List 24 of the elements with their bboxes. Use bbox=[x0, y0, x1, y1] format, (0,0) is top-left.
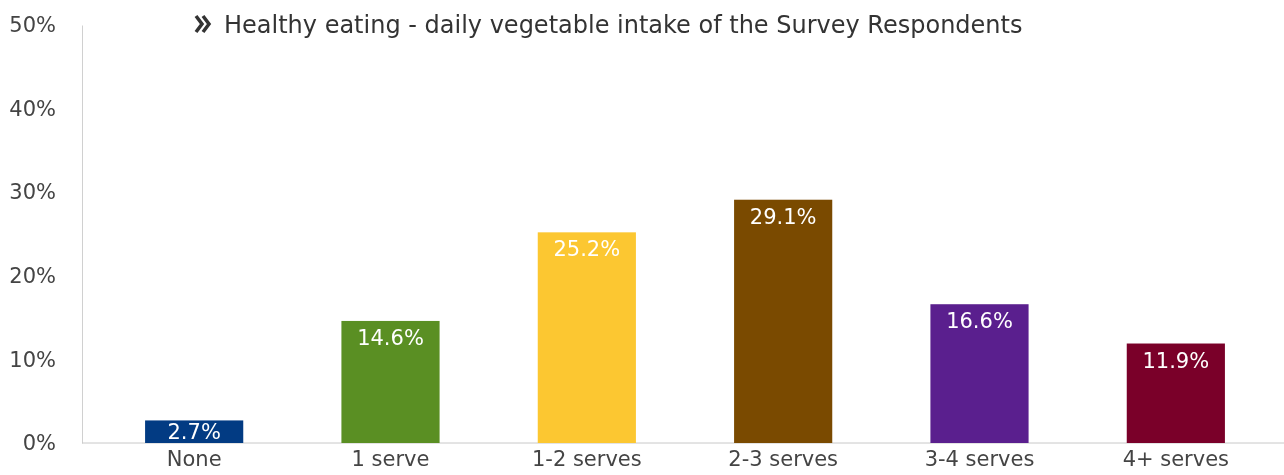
bar bbox=[341, 320, 440, 443]
bar bbox=[734, 199, 833, 443]
x-tick-label: 1-2 serves bbox=[531, 446, 642, 471]
data-label: 25.2% bbox=[553, 237, 621, 262]
x-tick-label: 4+ serves bbox=[1122, 446, 1230, 471]
chart-title: Healthy eating - daily vegetable intake of the Survey Respondents bbox=[224, 11, 1023, 39]
y-tick-label: 10% bbox=[9, 347, 56, 372]
x-tick-label: 1 serve bbox=[351, 446, 430, 471]
data-label: 29.1% bbox=[749, 204, 817, 229]
y-tick-label: 0% bbox=[22, 431, 56, 456]
x-tick-label: None bbox=[166, 446, 222, 471]
bar bbox=[930, 304, 1029, 443]
y-tick-label: 20% bbox=[9, 264, 56, 289]
y-tick-label: 30% bbox=[9, 180, 56, 205]
y-tick-label: 50% bbox=[9, 13, 56, 38]
data-label: 11.9% bbox=[1142, 348, 1210, 373]
x-tick-label: 3-4 serves bbox=[924, 446, 1035, 471]
x-tick-label: 2-3 serves bbox=[728, 446, 839, 471]
y-tick-label: 40% bbox=[9, 96, 56, 121]
data-label: 2.7% bbox=[167, 419, 221, 444]
data-label: 14.6% bbox=[357, 325, 424, 350]
bar bbox=[537, 232, 636, 443]
bar bbox=[1126, 343, 1225, 443]
data-label: 16.6% bbox=[946, 309, 1013, 334]
